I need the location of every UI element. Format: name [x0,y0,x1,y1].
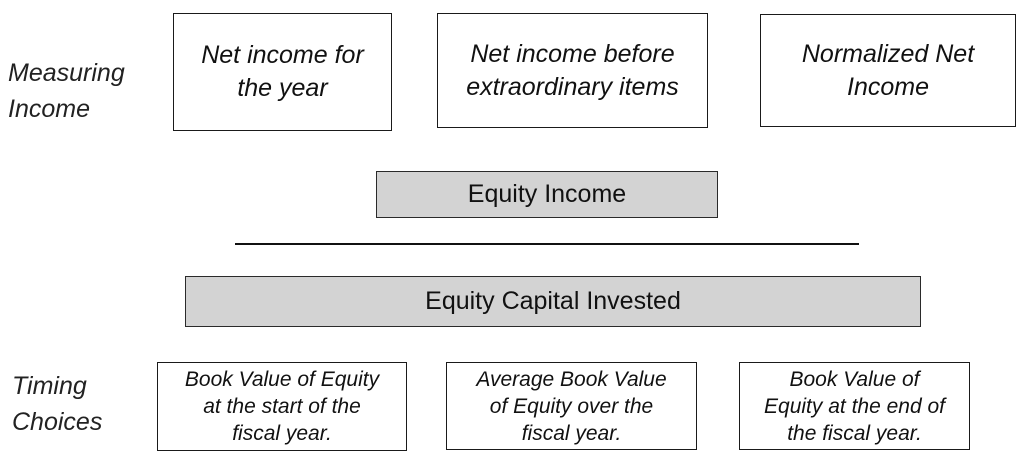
income-box-text: Net income for the year [201,41,364,102]
timing-choices-label-line-2: Choices [12,408,103,436]
timing-choices-label-line-1: Timing [12,372,87,400]
timing-box-average: Average Book Value of Equity over the fi… [446,362,697,450]
divider-line [235,243,859,245]
income-box-normalized: Normalized Net Income [760,14,1016,127]
equity-income-text: Equity Income [467,180,627,208]
timing-box-text: Average Book Value of Equity over the fi… [476,367,667,445]
timing-choices-label: Timing Choices [12,368,102,440]
equity-capital-box: Equity Capital Invested [185,276,921,327]
equity-capital-text: Equity Capital Invested [425,287,681,315]
timing-box-end-of-year: Book Value of Equity at the end of the f… [739,362,970,450]
income-box-text: Normalized Net Income [801,39,975,101]
income-box-before-extraordinary: Net income before extraordinary items [437,13,708,128]
timing-box-text: Book Value of Equity at the end of the f… [764,367,945,445]
measuring-income-label: Measuring Income [8,55,125,127]
income-box-text: Net income before extraordinary items [466,39,679,101]
income-box-net-income-year: Net income for the year [173,13,392,131]
measuring-income-label-line-1: Measuring [8,59,125,87]
measuring-income-label-line-2: Income [8,95,90,123]
timing-box-start-of-year: Book Value of Equity at the start of the… [157,362,407,451]
equity-income-box: Equity Income [376,171,718,218]
timing-box-text: Book Value of Equity at the start of the… [184,368,380,445]
